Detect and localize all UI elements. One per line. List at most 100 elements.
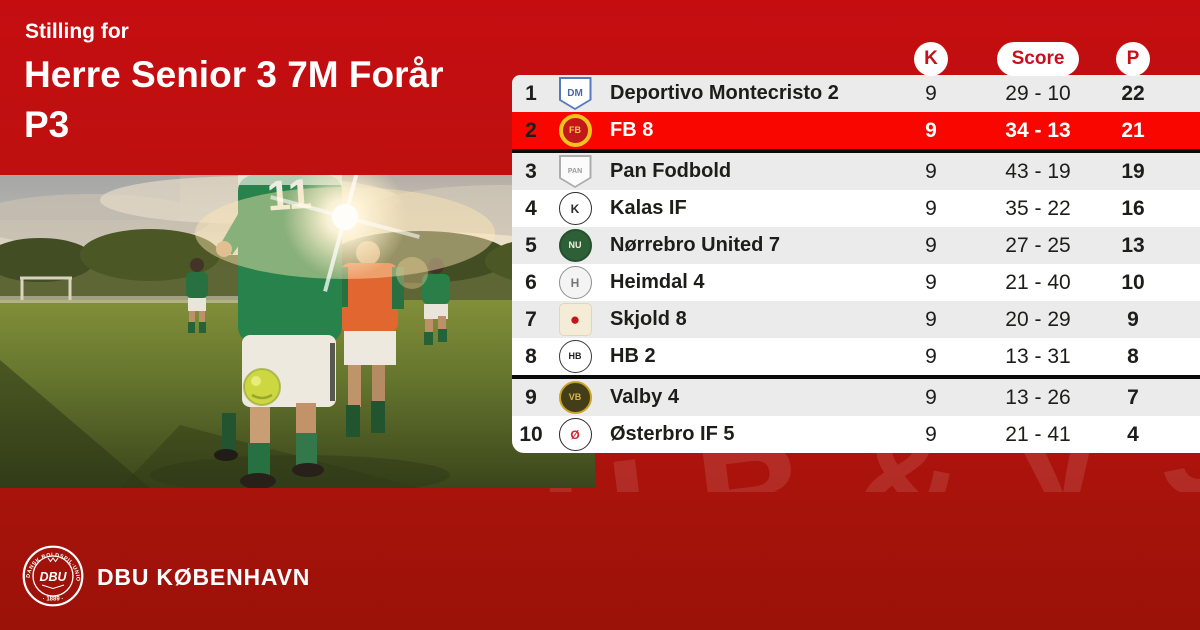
team-logo: K — [558, 192, 592, 225]
position-cell: 3 — [525, 159, 537, 183]
column-header-score: Score — [996, 42, 1080, 76]
team-logo: HB — [558, 340, 592, 373]
title-line-2: P3 — [24, 104, 70, 145]
matches-cell: 9 — [925, 344, 937, 368]
matches-cell: 9 — [925, 233, 937, 257]
points-cell: 4 — [1127, 422, 1139, 446]
team-logo: FB — [558, 114, 592, 147]
points-cell: 10 — [1121, 270, 1145, 294]
table-row: 4 K Kalas IF 9 35 - 22 16 — [512, 190, 1200, 227]
team-logo: DM — [558, 77, 592, 110]
points-cell: 22 — [1121, 81, 1145, 105]
watermark-glyphs: HB&V5 — [548, 448, 1200, 492]
score-cell: 34 - 13 — [1005, 118, 1071, 142]
team-logo: VB — [558, 381, 592, 414]
player-far-right — [422, 258, 450, 345]
crest-crown — [47, 557, 59, 563]
team-name-cell: Valby 4 — [610, 386, 679, 408]
table-row: 5 NU Nørrebro United 7 9 27 - 25 13 — [512, 227, 1200, 264]
team-logo: H — [558, 266, 592, 299]
standings-table: K Score P 1 DM Deportivo Montecristo 2 9 29 … — [512, 42, 1200, 453]
score-cell: 27 - 25 — [1005, 233, 1071, 257]
team-logo-cell: K — [550, 192, 600, 225]
dbu-crest-svg: DANSK BOLDSPIL·UNION DBU · 1889 · — [20, 541, 84, 607]
player-behind-legs — [214, 413, 238, 461]
points-cell: 16 — [1121, 196, 1145, 220]
points-cell: 9 — [1127, 307, 1139, 331]
table-row: 6 H Heimdal 4 9 21 - 40 10 — [512, 264, 1200, 301]
table-header-row: K Score P — [512, 42, 1200, 76]
team-name-cell: FB 8 — [610, 119, 654, 141]
score-cell: 21 - 40 — [1005, 270, 1071, 294]
position-cell: 1 — [525, 81, 537, 105]
background-watermark: HB&V5 — [548, 448, 1200, 492]
points-cell: 8 — [1127, 344, 1139, 368]
team-logo-cell: Ø — [550, 418, 600, 451]
table-row: 2 FB FB 8 9 34 - 13 21 — [512, 112, 1200, 149]
team-logo-cell: ● — [550, 303, 600, 336]
matches-cell: 9 — [925, 385, 937, 409]
team-logo-cell: NU — [550, 229, 600, 262]
team-logo-cell: VB — [550, 381, 600, 414]
matches-cell: 9 — [925, 118, 937, 142]
position-cell: 8 — [525, 344, 537, 368]
team-logo: Ø — [558, 418, 592, 451]
position-cell: 10 — [519, 422, 543, 446]
hero-photo: 11 — [0, 175, 595, 488]
score-cell: 21 - 41 — [1005, 422, 1071, 446]
points-cell: 19 — [1121, 159, 1145, 183]
matches-cell: 9 — [925, 81, 937, 105]
brand-name: DBU KØBENHAVN — [97, 564, 311, 590]
table-separator-line — [512, 149, 1200, 153]
team-name-cell: Nørrebro United 7 — [610, 234, 781, 256]
position-cell: 9 — [525, 385, 537, 409]
team-name-cell: Kalas IF — [610, 197, 687, 219]
matches-cell: 9 — [925, 196, 937, 220]
team-name-cell: Pan Fodbold — [610, 160, 732, 182]
score-cell: 43 - 19 — [1005, 159, 1071, 183]
player-far-left — [186, 258, 208, 333]
warm-overlay — [0, 175, 595, 488]
matches-cell: 9 — [925, 159, 937, 183]
matches-cell: 9 — [925, 307, 937, 331]
team-name-cell: Skjold 8 — [610, 308, 687, 330]
table-row: 9 VB Valby 4 9 13 - 26 7 — [512, 379, 1200, 416]
score-cell: 29 - 10 — [1005, 81, 1071, 105]
eyebrow-text: Stilling for — [25, 20, 129, 43]
position-cell: 2 — [525, 118, 537, 142]
team-name-cell: Deportivo Montecristo 2 — [610, 82, 839, 104]
score-cell: 13 - 26 — [1005, 385, 1071, 409]
points-cell: 21 — [1121, 118, 1145, 142]
team-name-cell: Østerbro IF 5 — [610, 423, 735, 445]
points-cell: 13 — [1121, 233, 1145, 257]
page-title: Herre Senior 3 7M Forår P3 — [24, 50, 443, 150]
column-header-p: P — [1116, 42, 1150, 76]
table-row: 1 DM Deportivo Montecristo 2 9 29 - 10 22 — [512, 75, 1200, 112]
position-cell: 6 — [525, 270, 537, 294]
hero-photo-scene: 11 — [0, 175, 595, 488]
team-logo-cell: DM — [550, 77, 600, 110]
crest-year-text: · 1889 · — [43, 597, 64, 603]
position-cell: 7 — [525, 307, 537, 331]
matches-cell: 9 — [925, 422, 937, 446]
score-cell: 20 - 29 — [1005, 307, 1071, 331]
table-separator-line — [512, 375, 1200, 379]
position-cell: 4 — [525, 196, 537, 220]
team-logo-cell: FB — [550, 114, 600, 147]
points-cell: 7 — [1127, 385, 1139, 409]
standings-rows: 1 DM Deportivo Montecristo 2 9 29 - 10 22 2 FB F… — [512, 75, 1200, 453]
score-cell: 35 - 22 — [1005, 196, 1071, 220]
column-header-k: K — [914, 42, 948, 76]
sun-flare — [195, 175, 495, 292]
team-logo-cell: H — [550, 266, 600, 299]
team-logo: NU — [558, 229, 592, 262]
table-row: 7 ● Skjold 8 9 20 - 29 9 — [512, 301, 1200, 338]
dbu-crest-logo: DANSK BOLDSPIL·UNION DBU · 1889 · — [20, 541, 84, 607]
table-row: 8 HB HB 2 9 13 - 31 8 — [512, 338, 1200, 375]
score-cell: 13 - 31 — [1005, 344, 1071, 368]
team-logo: ● — [558, 303, 592, 336]
crest-wings — [41, 584, 65, 590]
team-logo-cell: HB — [550, 340, 600, 373]
table-row: 10 Ø Østerbro IF 5 9 21 - 41 4 — [512, 416, 1200, 453]
